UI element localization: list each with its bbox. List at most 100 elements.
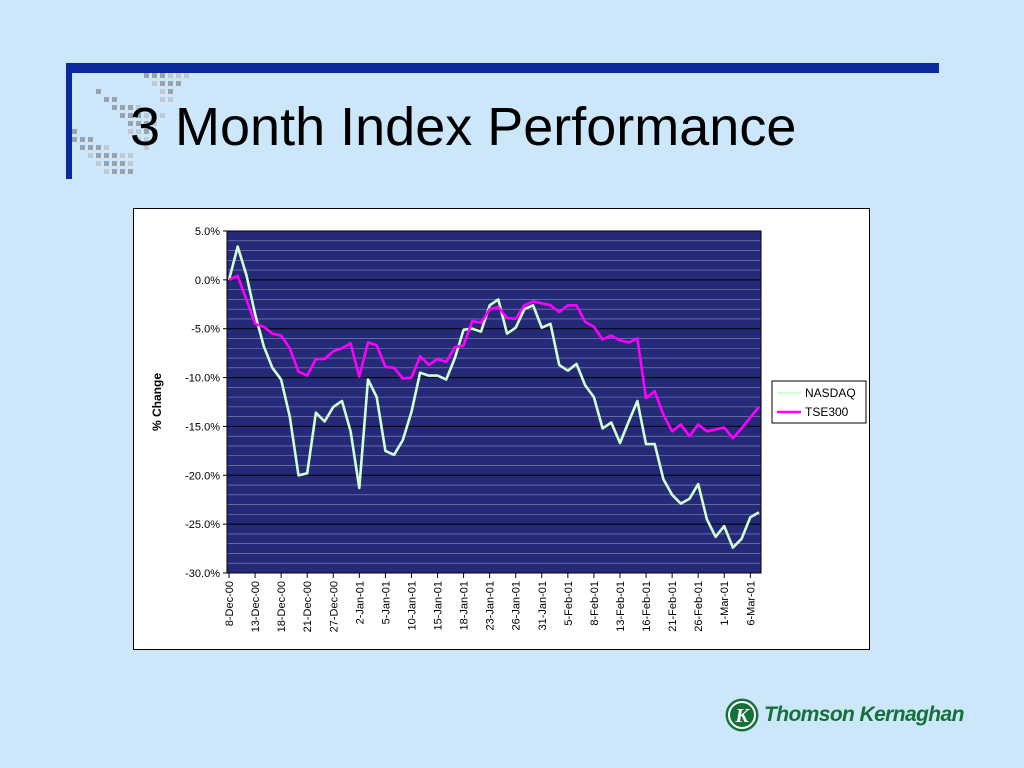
x-tick-label: 21-Feb-01 xyxy=(667,581,679,632)
y-tick-label: 0.0% xyxy=(195,275,220,287)
x-tick-label: 16-Feb-01 xyxy=(641,581,653,632)
logo-emblem-icon: K xyxy=(725,698,759,732)
deco-square xyxy=(184,73,189,78)
series-line-tse300 xyxy=(228,274,761,440)
deco-square xyxy=(168,81,173,86)
y-tick-label: 5.0% xyxy=(195,226,220,238)
deco-square xyxy=(160,97,165,102)
deco-square xyxy=(88,153,93,158)
y-tick-label: -30.0% xyxy=(185,568,220,580)
deco-square xyxy=(112,161,117,166)
x-tick-label: 10-Jan-01 xyxy=(406,581,418,631)
x-tick-label: 8-Feb-01 xyxy=(589,581,601,626)
deco-square xyxy=(176,81,181,86)
deco-square xyxy=(120,153,125,158)
deco-square xyxy=(120,105,125,110)
deco-square xyxy=(112,105,117,110)
deco-square xyxy=(160,113,165,118)
x-tick-label: 18-Dec-00 xyxy=(276,581,288,632)
deco-square xyxy=(104,97,109,102)
deco-square xyxy=(72,137,77,142)
deco-square xyxy=(144,129,149,134)
deco-square xyxy=(104,145,109,150)
x-tick-label: 23-Jan-01 xyxy=(485,581,497,631)
chart-legend: NASDAQ TSE300 xyxy=(771,380,867,424)
y-tick-label: -5.0% xyxy=(191,324,220,336)
logo-initial: K xyxy=(734,705,750,727)
chart-container: 5.0% 0.0% -5.0% -10.0% -15.0% -20.0% -25.0% -30… xyxy=(133,208,870,650)
x-tick-label: 18-Jan-01 xyxy=(459,581,471,631)
deco-square xyxy=(152,129,157,134)
deco-square xyxy=(168,89,173,94)
deco-square xyxy=(112,97,117,102)
plot-border xyxy=(226,230,762,574)
deco-square xyxy=(72,129,77,134)
x-tick-label: 21-Dec-00 xyxy=(302,581,314,632)
deco-square xyxy=(120,161,125,166)
deco-square xyxy=(168,73,173,78)
legend-box xyxy=(771,380,867,424)
title-top-rule xyxy=(66,63,939,73)
series-line-nasdaq xyxy=(227,245,760,549)
deco-square xyxy=(128,129,133,134)
title-left-rule xyxy=(66,63,72,179)
deco-square xyxy=(152,113,157,118)
deco-square xyxy=(160,89,165,94)
slide-title: 3 Month Index Performance xyxy=(130,97,797,157)
x-tick-label: 5-Jan-01 xyxy=(380,581,392,624)
plot-area xyxy=(227,230,761,574)
deco-square xyxy=(96,153,101,158)
x-tick-label: 26-Jan-01 xyxy=(511,581,523,631)
x-tick-label: 15-Jan-01 xyxy=(433,581,445,631)
deco-square xyxy=(152,73,157,78)
deco-square xyxy=(88,145,93,150)
deco-square xyxy=(144,121,149,126)
deco-square xyxy=(136,121,141,126)
deco-square xyxy=(80,145,85,150)
deco-square xyxy=(88,137,93,142)
deco-square xyxy=(144,137,149,142)
legend-label: NASDAQ xyxy=(805,386,856,400)
deco-square xyxy=(152,121,157,126)
deco-square xyxy=(128,121,133,126)
x-tick-label: 5-Feb-01 xyxy=(563,581,575,626)
deco-square xyxy=(128,105,133,110)
deco-square xyxy=(120,169,125,174)
line-chart: 5.0% 0.0% -5.0% -10.0% -15.0% -20.0% -25.0% -30… xyxy=(150,226,867,632)
deco-square xyxy=(96,145,101,150)
deco-square xyxy=(144,145,149,150)
deco-square xyxy=(168,97,173,102)
x-tick-label: 27-Dec-00 xyxy=(328,581,340,632)
logo-text: Thomson Kernaghan xyxy=(764,703,964,726)
deco-square xyxy=(104,161,109,166)
x-tick-label: 26-Feb-01 xyxy=(693,581,705,632)
deco-square xyxy=(160,73,165,78)
legend-label: TSE300 xyxy=(805,405,849,419)
deco-square xyxy=(120,113,125,118)
deco-square xyxy=(176,73,181,78)
x-tick-label: 1-Mar-01 xyxy=(719,581,731,626)
y-tick-label: -25.0% xyxy=(185,519,220,531)
plot-background xyxy=(227,231,761,573)
deco-square xyxy=(96,161,101,166)
decorative-pixel-pattern xyxy=(72,73,189,174)
y-tick-label: -20.0% xyxy=(185,470,220,482)
x-tick-label: 13-Feb-01 xyxy=(615,581,627,632)
deco-square xyxy=(136,137,141,142)
deco-square xyxy=(128,169,133,174)
x-tick-label: 13-Dec-00 xyxy=(250,581,262,632)
x-tick-label: 2-Jan-01 xyxy=(354,581,366,624)
y-tick-label: -15.0% xyxy=(185,421,220,433)
deco-square xyxy=(144,73,149,78)
x-tick-label: 8-Dec-00 xyxy=(224,581,236,626)
deco-square xyxy=(96,89,101,94)
y-axis-label: % Change xyxy=(150,373,164,431)
x-tick-label: 31-Jan-01 xyxy=(537,581,549,631)
deco-square xyxy=(136,113,141,118)
deco-square xyxy=(112,169,117,174)
deco-square xyxy=(136,105,141,110)
deco-square xyxy=(136,129,141,134)
deco-square xyxy=(160,81,165,86)
deco-square xyxy=(104,153,109,158)
deco-square xyxy=(104,169,109,174)
